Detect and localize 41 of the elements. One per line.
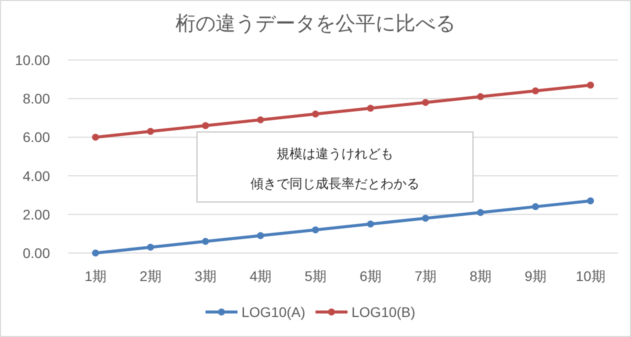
point bbox=[367, 104, 374, 112]
point bbox=[202, 238, 209, 245]
y-tick-label: 8.00 bbox=[22, 90, 50, 107]
point bbox=[422, 98, 429, 106]
point bbox=[477, 93, 484, 100]
x-tick-label: 2期 bbox=[140, 268, 162, 284]
y-tick-label: 0.00 bbox=[22, 245, 50, 261]
chart-title: 桁の違うデータを公平に比べる bbox=[176, 13, 456, 35]
point bbox=[367, 220, 374, 228]
point bbox=[587, 197, 594, 204]
point bbox=[532, 203, 539, 210]
y-tick-label: 6.00 bbox=[22, 129, 50, 146]
point bbox=[257, 232, 264, 240]
y-tick-label: 10.00 bbox=[14, 52, 50, 68]
x-tick-label: 5期 bbox=[304, 268, 326, 284]
point bbox=[587, 82, 594, 89]
point bbox=[202, 122, 209, 130]
point bbox=[532, 87, 539, 94]
legend-label: LOG10(B) bbox=[352, 304, 416, 320]
x-tick-label: 8期 bbox=[470, 268, 492, 284]
annotation: 傾きで同じ成長率だとわかる bbox=[250, 176, 420, 191]
x-tick-label: 3期 bbox=[194, 268, 216, 284]
x-tick-label: 7期 bbox=[414, 268, 436, 284]
point bbox=[312, 110, 319, 118]
point bbox=[257, 116, 264, 124]
y-tick-label: 4.00 bbox=[22, 168, 50, 184]
y-tick-label: 2.00 bbox=[22, 206, 50, 222]
x-tick-label: 10期 bbox=[576, 268, 606, 284]
point bbox=[477, 208, 484, 216]
point bbox=[147, 244, 154, 251]
point bbox=[92, 134, 99, 141]
x-tick-label: 6期 bbox=[360, 268, 382, 284]
annotation: 規模は違うけれども bbox=[276, 146, 394, 161]
point bbox=[422, 214, 429, 222]
x-tick-label: 1期 bbox=[84, 268, 106, 284]
point bbox=[312, 226, 319, 234]
x-tick-label: 9期 bbox=[524, 268, 546, 284]
point bbox=[147, 128, 154, 135]
legend-label: LOG10(A) bbox=[242, 304, 306, 320]
x-tick-label: 4期 bbox=[250, 268, 272, 284]
point bbox=[92, 250, 99, 256]
